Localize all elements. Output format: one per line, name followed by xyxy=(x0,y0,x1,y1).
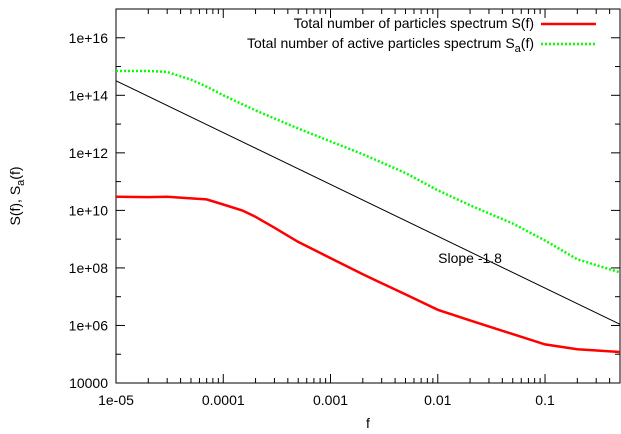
x-tick-label: 0.01 xyxy=(424,392,451,408)
y-tick-label: 1e+14 xyxy=(69,87,109,103)
y-tick-label: 10000 xyxy=(69,375,108,391)
y-tick-label: 1e+12 xyxy=(69,145,109,161)
x-tick-label: 0.0001 xyxy=(202,392,245,408)
y-tick-label: 1e+10 xyxy=(69,202,109,218)
y-axis-label: S(f), Sa(f) xyxy=(7,166,27,225)
legend: Total number of particles spectrum S(f) T… xyxy=(247,15,596,55)
x-tick-label: 0.1 xyxy=(535,392,555,408)
y-axis-label-main: S(f), S xyxy=(7,186,23,226)
annotations: Slope -1.8 xyxy=(438,250,502,266)
slope-reference-line xyxy=(116,80,620,325)
series-active-particles-line xyxy=(116,69,620,274)
y-tick-label: 1e+08 xyxy=(69,260,109,276)
y-tick-label: 1e+06 xyxy=(69,317,109,333)
slope-annotation: Slope -1.8 xyxy=(438,250,502,266)
x-tick-label: 0.001 xyxy=(313,392,348,408)
axis-ticks: 1e-05 0.0001 0.001 0.01 0.1 10000 1e+06 1e+08 1e… xyxy=(69,8,621,408)
plot-frame xyxy=(115,8,621,384)
x-axis-label: f xyxy=(366,415,370,431)
series-lines xyxy=(116,69,620,354)
series-particles-line xyxy=(116,195,620,354)
y-axis-label-sub: a xyxy=(15,179,27,186)
legend-label-particles: Total number of particles spectrum S(f) xyxy=(294,15,534,31)
legend-label-active-particles: Total number of active particles spectru… xyxy=(247,35,534,55)
y-tick-label: 1e+16 xyxy=(69,30,109,46)
x-tick-label: 1e-05 xyxy=(98,392,134,408)
y-axis-label-tail: (f) xyxy=(7,166,23,179)
